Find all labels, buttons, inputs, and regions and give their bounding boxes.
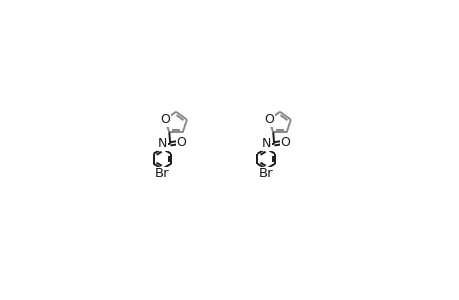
Text: Br: Br: [155, 167, 169, 180]
Text: O: O: [263, 113, 274, 126]
Text: N: N: [157, 137, 167, 150]
Text: O: O: [280, 136, 290, 149]
Text: O: O: [176, 136, 186, 149]
Text: Br: Br: [258, 167, 273, 180]
Text: O: O: [160, 113, 170, 126]
Text: N: N: [261, 137, 270, 150]
